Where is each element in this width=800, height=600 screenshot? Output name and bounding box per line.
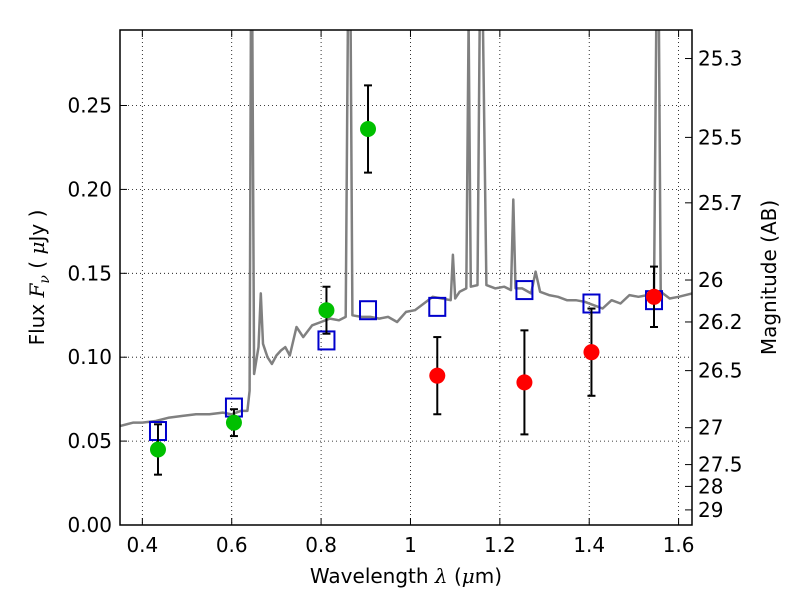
spectrum-line	[120, 30, 692, 428]
x-tick-label: 1	[404, 533, 417, 557]
y2-tick-label: 27	[698, 416, 723, 440]
observed-point-marker	[318, 302, 335, 319]
observed-point-marker	[225, 414, 242, 431]
x-tick-label: 0.6	[216, 533, 248, 557]
plot-data	[120, 30, 692, 476]
axis-ticks: 0.4 0.6 0.8 1 1.2 1.4 1.6 0.00 0.05 0.10 0.15 0.20 0…	[67, 30, 743, 557]
observed-point-marker	[360, 121, 377, 137]
plot-frame	[119, 29, 693, 526]
y-tick-label: 0.20	[67, 177, 112, 201]
model-square-marker	[428, 296, 447, 317]
x-tick-label: 1.6	[663, 533, 695, 557]
y-tick-label: 0.10	[67, 345, 112, 369]
y-tick-label: 0.00	[67, 513, 112, 537]
grid	[120, 30, 692, 526]
model-square-marker	[515, 280, 534, 301]
y-tick-label: 0.25	[67, 94, 112, 118]
x-tick-label: 0.4	[126, 533, 158, 557]
y2-axis-label: Magnitude (AB)	[757, 200, 781, 355]
observed-point-marker	[149, 441, 166, 458]
observed-point-marker	[516, 374, 533, 391]
observed-point-marker	[646, 288, 663, 305]
x-tick-label: 0.8	[305, 533, 337, 557]
observed-point-marker	[429, 367, 446, 384]
y2-tick-label: 26.5	[698, 359, 743, 383]
x-tick-label: 1.4	[573, 533, 605, 557]
y-tick-label: 0.15	[67, 261, 112, 285]
y2-tick-label: 27.5	[698, 453, 743, 477]
x-tick-label: 1.2	[484, 533, 516, 557]
y2-tick-label: 28	[698, 474, 723, 498]
y2-tick-label: 29	[698, 498, 723, 522]
model-square-marker	[359, 300, 378, 321]
y2-tick-label: 26.2	[698, 310, 743, 334]
observed-point-marker	[583, 344, 600, 361]
y2-tick-label: 25.3	[698, 47, 743, 71]
y2-tick-label: 25.7	[698, 191, 743, 215]
y-axis-label: Flux Fν ( μJy )	[25, 210, 53, 346]
y-tick-label: 0.05	[67, 429, 112, 453]
y2-tick-label: 25.5	[698, 125, 743, 149]
y2-tick-label: 26	[698, 268, 723, 292]
x-axis-label: Wavelength λ (μm)	[310, 564, 502, 588]
